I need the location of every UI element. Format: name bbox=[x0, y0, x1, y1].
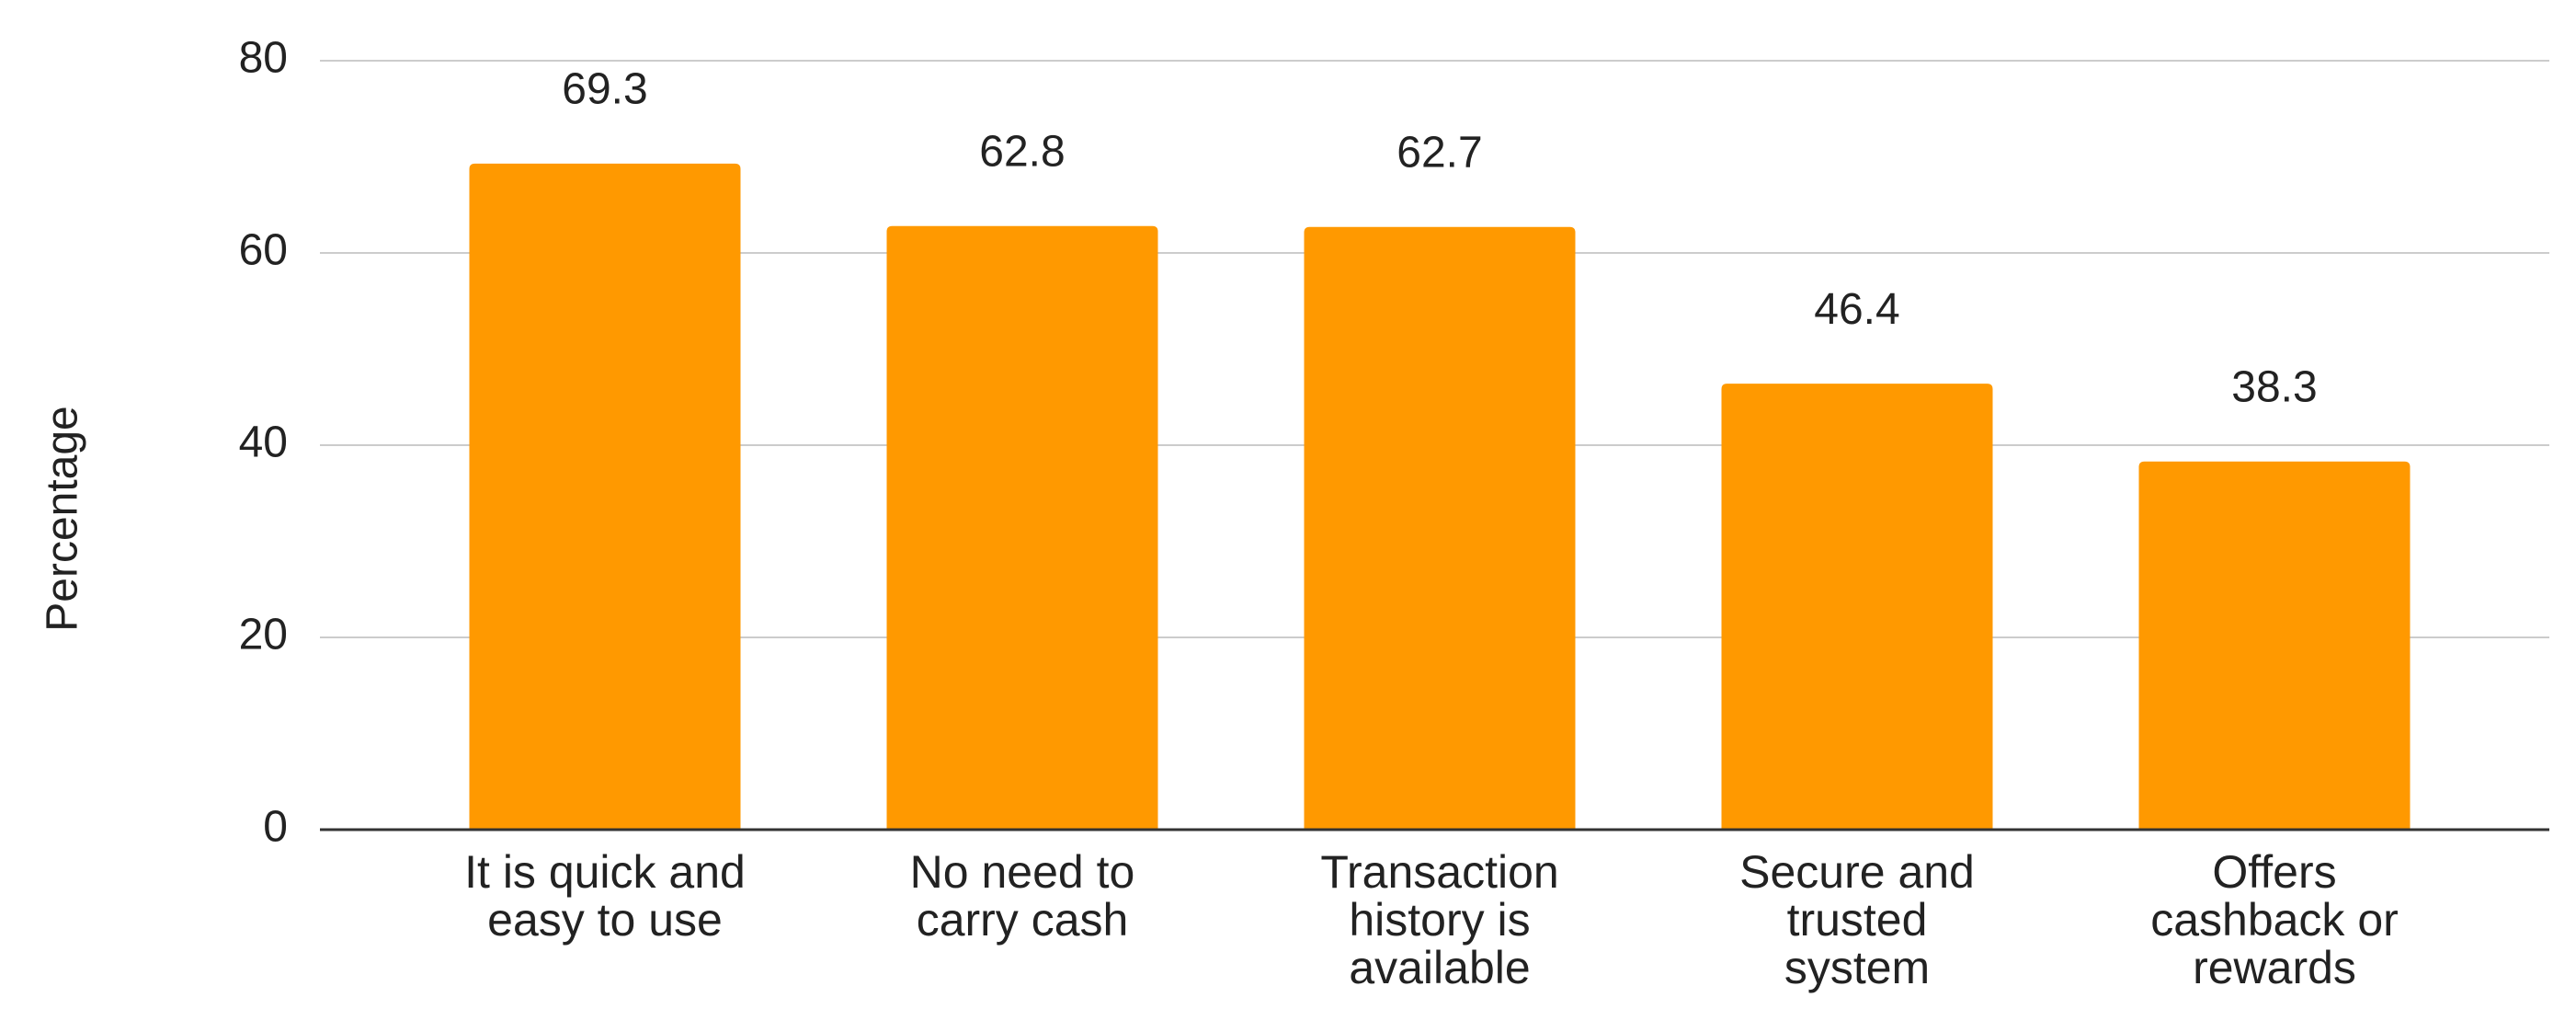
y-tick-label: 40 bbox=[239, 419, 288, 467]
bar bbox=[469, 163, 741, 830]
value-label: 38.3 bbox=[2231, 362, 2317, 411]
x-tick-label: It is quick and easy to use bbox=[464, 846, 746, 946]
y-tick-label: 60 bbox=[239, 226, 288, 275]
value-label: 62.8 bbox=[979, 127, 1065, 176]
x-tick-label: No need to carry cash bbox=[909, 846, 1135, 946]
bar bbox=[2138, 461, 2411, 830]
y-tick-label: 80 bbox=[239, 34, 288, 83]
y-tick-label: 20 bbox=[239, 611, 288, 659]
bar bbox=[1304, 226, 1576, 830]
bar bbox=[886, 225, 1158, 831]
value-label: 62.7 bbox=[1396, 128, 1482, 177]
x-tick-label: Transaction history is available bbox=[1320, 846, 1559, 993]
x-tick-label: Offers cashback or rewards bbox=[2150, 846, 2399, 993]
bar bbox=[1721, 384, 1993, 830]
x-tick-label: Secure and trusted system bbox=[1739, 846, 1975, 993]
y-tick-label: 0 bbox=[263, 803, 288, 852]
y-axis-label: Percentage bbox=[39, 406, 87, 632]
value-label: 46.4 bbox=[1814, 285, 1899, 334]
value-label: 69.3 bbox=[562, 64, 647, 113]
